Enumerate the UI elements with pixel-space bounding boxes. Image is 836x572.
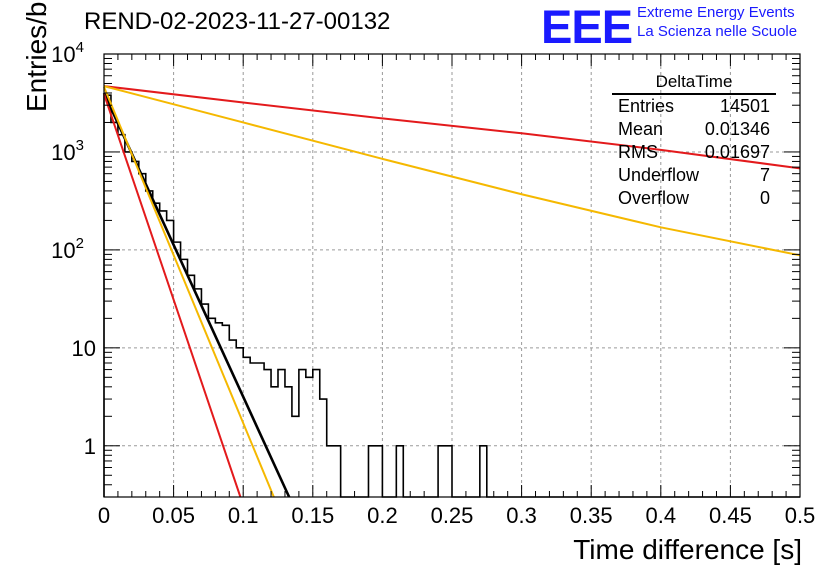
x-tick-label: 0.35 [570, 503, 613, 528]
fit-curve-2 [103, 93, 242, 498]
eee-logo-caption: Extreme Energy Events La Scienza nelle S… [637, 3, 797, 41]
stats-label: Overflow [618, 188, 690, 208]
stats-label: Underflow [618, 165, 700, 185]
y-tick-label: 1 [84, 434, 96, 459]
x-tick-label: 0.2 [367, 503, 398, 528]
x-tick-label: 0.3 [506, 503, 537, 528]
eee-line2: La Scienza nelle Scuole [637, 23, 798, 40]
stats-value: 14501 [719, 96, 770, 116]
fit-curves [102, 85, 801, 498]
axis-ticks [103, 54, 801, 498]
stats-value: 0.01346 [704, 119, 770, 139]
x-tick-label: 0 [98, 503, 110, 528]
y-tick-labels: 1 10 102 103 104 [51, 39, 96, 459]
stats-title: DeltaTime [612, 72, 776, 95]
stats-row-overflow: Overflow 0 [612, 187, 776, 210]
stats-label: RMS [618, 142, 658, 162]
fit-curve-4 [103, 85, 801, 257]
eee-logo: EEE [541, 0, 633, 53]
x-tick-label: 0.45 [709, 503, 752, 528]
x-tick-label: 0.15 [291, 503, 334, 528]
stats-row-entries: Entries 14501 [612, 95, 776, 118]
x-axis-label: Time difference [s] [573, 534, 802, 565]
eee-line1: Extreme Energy Events [637, 4, 795, 21]
stats-value: 0.01697 [704, 142, 770, 162]
y-tick-label: 103 [51, 137, 84, 165]
stats-value: 0 [759, 188, 770, 208]
fit-curve-3 [103, 85, 801, 170]
x-tick-label: 0.25 [431, 503, 474, 528]
stats-value: 7 [759, 165, 770, 185]
x-tick-labels: 0 0.05 0.1 0.15 0.2 0.25 0.3 0.35 0.4 0.45 0.5 [98, 503, 815, 528]
y-tick-label: 10 [72, 336, 96, 361]
stats-row-mean: Mean 0.01346 [612, 118, 776, 141]
x-tick-label: 0.1 [228, 503, 259, 528]
stats-label: Mean [618, 119, 664, 139]
chart-title: REND-02-2023-11-27-00132 [84, 8, 391, 35]
stats-row-rms: RMS 0.01697 [612, 141, 776, 164]
x-tick-label: 0.05 [152, 503, 195, 528]
fit-curve-1 [103, 86, 275, 498]
grid [104, 54, 800, 497]
x-tick-label: 0.5 [785, 503, 816, 528]
stats-label: Entries [618, 96, 675, 116]
x-tick-label: 0.4 [646, 503, 677, 528]
stats-row-underflow: Underflow 7 [612, 164, 776, 187]
y-tick-label: 102 [51, 235, 84, 263]
stats-box: DeltaTime Entries 14501 Mean 0.01346 RMS… [612, 72, 776, 210]
y-tick-label: 104 [51, 39, 84, 67]
y-axis-label: Entries/bin [21, 0, 52, 112]
